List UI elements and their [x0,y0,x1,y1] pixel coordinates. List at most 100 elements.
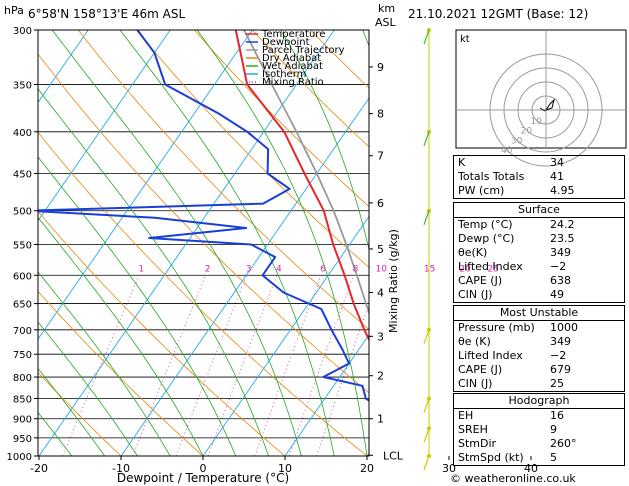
km-tick-label: 9 [377,61,384,74]
hpa-label: hPa [4,4,24,17]
pressure-tick-label: 650 [13,300,32,311]
hodograph-ring [517,81,575,139]
most-unstable-title: Most Unstable [454,306,624,321]
mu-label: Lifted Index [458,349,523,362]
pressure-tick-label: 450 [13,169,32,180]
surface-row: CIN (J) 49 [454,288,624,302]
surface-value: 638 [550,274,571,287]
hodo-value: 16 [550,409,564,422]
surface-value: 23.5 [550,232,575,245]
surface-value: 49 [550,288,564,301]
hodograph-frame [455,29,627,149]
x-tick-label: 20 [360,462,374,475]
hodograph-unit-label: kt [460,34,470,45]
credit-text: © weatheronline.co.uk [450,472,576,485]
legend-label: Wet Adiabat [262,61,323,72]
surface-row: Lifted Index −2 [454,260,624,274]
pressure-tick-label: 800 [13,373,32,384]
surface-value: 24.2 [550,218,575,231]
hodo-label: StmDir [458,437,497,450]
x-tick-label: 30 [442,462,456,475]
isotherm-line [0,30,6,456]
series-parcel-trajectory [243,30,369,316]
km-tick-label: 8 [377,108,384,121]
wet-adiabat-line [38,411,73,456]
mixing-ratio-label: 10 [376,264,388,274]
hodograph-table: Hodograph EH 16 SREH 9 StmDir 260° StmSpd (… [453,393,625,466]
dry-adiabat-line [38,290,204,456]
mixing-ratio-line [254,275,322,456]
mu-row: θe (K) 349 [454,335,624,349]
wind-barb-staff [423,329,430,345]
legend-label: Temperature [261,29,325,40]
x-tick-label: 0 [200,462,207,475]
mixing-ratio-line [288,275,354,456]
km-tick-label: 2 [377,370,384,383]
isotherm-line [38,30,253,340]
surface-title: Surface [454,203,624,218]
index-label: PW (cm) [458,184,505,197]
hodo-row: StmDir 260° [454,437,624,451]
dry-adiabat-line [135,30,369,268]
pressure-tick-label: 950 [13,434,32,445]
datetime-title: 21.10.2021 12GMT (Base: 12) [408,7,588,21]
pressure-tick-label: 400 [13,128,32,139]
wet-adiabat-line [38,321,138,456]
x-tick-label: -10 [112,462,130,475]
plot-series [38,30,369,402]
index-label: K [458,156,466,169]
indices-table: K 34 Totals Totals 41 PW (cm) 4.95 [453,155,625,199]
mixing-ratio-line [175,275,248,456]
surface-row: Dewp (°C) 23.5 [454,232,624,246]
dry-adiabat-line [38,53,369,394]
mixing-ratio-label: 1 [138,264,144,274]
dry-adiabat-line [252,30,369,148]
wind-barb-staff [423,398,430,413]
mu-label: CAPE (J) [458,363,503,376]
mixing-ratio-label: 6 [320,264,326,274]
mu-row: CIN (J) 25 [454,377,624,391]
hodograph-ring-label: 30 [511,136,523,146]
hodograph-storm-vector [539,107,546,112]
surface-table: Surface Temp (°C) 24.2 Dewp (°C) 23.5 θe(K… [453,202,625,303]
km-label: km [378,2,395,15]
pressure-tick-label: 850 [13,394,32,405]
wet-adiabat-line [38,216,204,456]
wet-adiabat-line [119,30,335,456]
most-unstable-table: Most Unstable Pressure (mb) 1000 θe (K) 34… [453,305,625,392]
hodograph-trace [544,98,555,111]
pressure-tick-label: 350 [13,81,32,92]
pressure-tick-label: 700 [13,326,32,337]
axes: 1 2 3 4 6 8 10 15 20 2530035040045050055060065070… [7,26,538,475]
dry-adiabat-line [77,30,369,330]
pressure-tick-label: 1000 [7,452,32,463]
mixing-ratio-line [132,275,206,456]
hodograph-ring [503,67,589,153]
location-title: 6°58'N 158°13'E 46m ASL [28,7,185,21]
hodo-row: EH 16 [454,409,624,423]
isotherm-line [38,30,171,222]
wet-adiabat-line [280,30,369,252]
index-row-pw: PW (cm) 4.95 [454,184,624,198]
wet-adiabat-line [38,88,269,456]
hodo-label: StmSpd (kt) [458,451,524,464]
surface-row: CAPE (J) 638 [454,274,624,288]
mu-value: −2 [550,349,567,362]
wind-barbs [423,28,431,471]
wet-adiabat-line [38,367,105,456]
surface-row: θe(K) 349 [454,246,624,260]
pressure-tick-label: 500 [13,207,32,218]
surface-value: −2 [550,260,567,273]
legend-label: Dry Adiabat [262,53,321,64]
x-tick-label: 10 [278,462,292,475]
x-axis-label: Dewpoint / Temperature (°C) [117,471,289,485]
mixing-ratio-line [207,275,278,456]
plot-background-lines [0,30,369,456]
surface-label: θe(K) [458,246,488,259]
hodograph-ring-label: 20 [521,127,533,137]
km-tick-label: 3 [377,330,384,343]
mixing-ratio-label: 3 [246,264,252,274]
index-row-k: K 34 [454,156,624,170]
surface-label: CAPE (J) [458,274,503,287]
